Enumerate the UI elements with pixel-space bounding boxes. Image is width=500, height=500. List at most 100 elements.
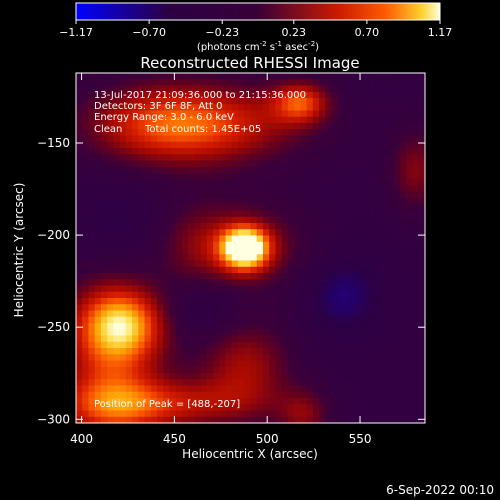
- heatmap-cell: [144, 279, 152, 287]
- heatmap-cell: [238, 229, 245, 237]
- heatmap-cell: [275, 154, 283, 162]
- heatmap-cell: [244, 166, 252, 174]
- heatmap-cell: [393, 260, 401, 268]
- heatmap-cell: [231, 135, 239, 143]
- heatmap-cell: [113, 398, 121, 405]
- heatmap-cell: [262, 235, 270, 243]
- heatmap-cell: [312, 229, 320, 237]
- heatmap-cell: [144, 323, 152, 330]
- heatmap-cell: [206, 279, 214, 287]
- heatmap-cell: [206, 241, 214, 249]
- heatmap-cell: [337, 141, 345, 149]
- heatmap-cell: [82, 110, 90, 118]
- heatmap-cell: [150, 404, 158, 412]
- heatmap-cell: [337, 285, 345, 293]
- heatmap-cell: [100, 173, 108, 180]
- heatmap-cell: [400, 79, 407, 87]
- heatmap-cell: [325, 329, 333, 337]
- heatmap-cell: [144, 160, 152, 168]
- heatmap-cell: [312, 198, 320, 205]
- heatmap-cell: [113, 279, 121, 287]
- heatmap-cell: [194, 348, 202, 355]
- heatmap-cell: [300, 298, 308, 305]
- heatmap-cell: [119, 173, 127, 180]
- heatmap-cell: [418, 241, 425, 249]
- heatmap-cell: [281, 291, 289, 299]
- heatmap-cell: [312, 354, 320, 362]
- heatmap-cell: [144, 254, 152, 262]
- heatmap-cell: [107, 73, 114, 80]
- heatmap-cell: [250, 116, 258, 124]
- heatmap-cell: [231, 310, 239, 318]
- heatmap-cell: [157, 160, 164, 168]
- heatmap-cell: [76, 148, 83, 155]
- heatmap-cell: [306, 235, 314, 243]
- heatmap-cell: [406, 398, 414, 405]
- heatmap-cell: [188, 148, 196, 155]
- heatmap-cell: [350, 335, 358, 343]
- heatmap-cell: [343, 260, 351, 268]
- heatmap-cell: [76, 323, 83, 330]
- heatmap-cell: [412, 110, 420, 118]
- heatmap-cell: [169, 210, 177, 218]
- heatmap-cell: [238, 335, 245, 343]
- heatmap-cell: [418, 229, 425, 237]
- heatmap-cell: [381, 266, 389, 274]
- heatmap-cell: [375, 191, 382, 199]
- heatmap-cell: [356, 266, 364, 274]
- heatmap-cell: [125, 310, 133, 318]
- heatmap-cell: [194, 385, 202, 393]
- heatmap-cell: [343, 329, 351, 337]
- heatmap-cell: [150, 154, 158, 162]
- heatmap-cell: [325, 360, 333, 368]
- heatmap-cell: [393, 235, 401, 243]
- heatmap-cell: [418, 354, 425, 362]
- heatmap-cell: [319, 323, 326, 330]
- heatmap-cell: [418, 273, 425, 280]
- heatmap-cell: [150, 279, 158, 287]
- heatmap-cell: [269, 116, 277, 124]
- heatmap-cell: [88, 223, 96, 230]
- y-tick-label: −200: [37, 228, 70, 242]
- heatmap-cell: [181, 73, 189, 80]
- heatmap-cell: [312, 235, 320, 243]
- heatmap-cell: [287, 148, 295, 155]
- heatmap-cell: [312, 216, 320, 224]
- heatmap-cell: [88, 91, 96, 99]
- heatmap-cell: [287, 129, 295, 137]
- heatmap-cell: [88, 354, 96, 362]
- heatmap-cell: [381, 373, 389, 380]
- chart-title: Reconstructed RHESSI Image: [140, 54, 359, 72]
- heatmap-cell: [225, 204, 233, 212]
- heatmap-cell: [88, 316, 96, 324]
- heatmap-cell: [238, 160, 245, 168]
- heatmap-cell: [275, 85, 283, 93]
- heatmap-cell: [244, 129, 252, 137]
- heatmap-cell: [113, 210, 121, 218]
- heatmap-cell: [381, 191, 389, 199]
- heatmap-cell: [100, 354, 108, 362]
- heatmap-cell: [231, 335, 239, 343]
- heatmap-cell: [138, 135, 146, 143]
- heatmap-cell: [393, 229, 401, 237]
- heatmap-cell: [418, 216, 425, 224]
- heatmap-cell: [418, 116, 425, 124]
- heatmap-cell: [175, 241, 183, 249]
- heatmap-cell: [406, 123, 414, 130]
- heatmap-cell: [188, 204, 196, 212]
- heatmap-cell: [375, 410, 382, 418]
- heatmap-cell: [150, 123, 158, 130]
- heatmap-cell: [269, 79, 277, 87]
- heatmap-cell: [144, 285, 152, 293]
- heatmap-cell: [256, 241, 264, 249]
- heatmap-cell: [163, 391, 171, 399]
- heatmap-cell: [169, 254, 177, 262]
- heatmap-cell: [356, 204, 364, 212]
- heatmap-cell: [400, 410, 407, 418]
- heatmap-cell: [375, 273, 382, 280]
- heatmap-cell: [337, 398, 345, 405]
- heatmap-cell: [125, 173, 133, 180]
- heatmap-cell: [150, 141, 158, 149]
- heatmap-cell: [194, 110, 202, 118]
- heatmap-cell: [219, 154, 227, 162]
